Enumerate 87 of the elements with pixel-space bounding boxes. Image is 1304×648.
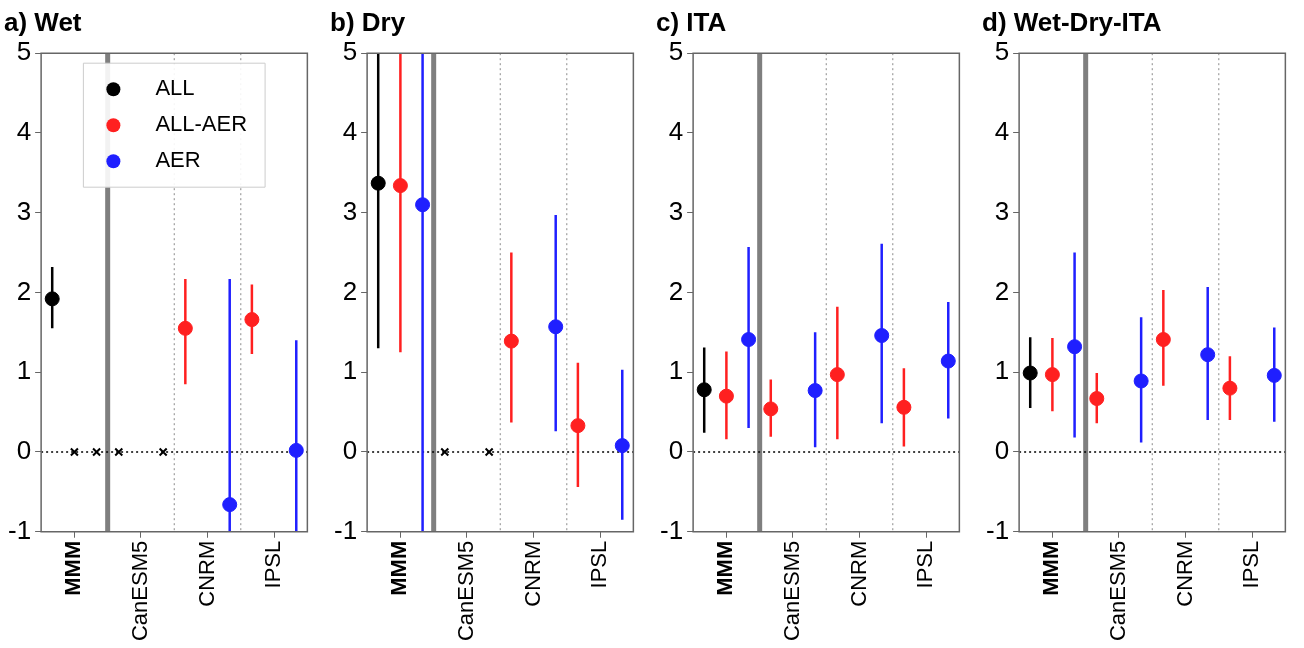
chart-title: c) ITA [656, 6, 727, 37]
y-tick-label: 3 [668, 195, 684, 226]
y-tick-label: 2 [342, 275, 358, 306]
y-tick-label: 1 [342, 355, 358, 386]
point [829, 367, 845, 383]
x-tick-label: IPSL [260, 540, 286, 589]
y-tick-label: 0 [994, 435, 1010, 466]
point [288, 442, 304, 458]
y-tick-label: 4 [668, 116, 684, 147]
y-tick-label: 0 [16, 435, 32, 466]
x-tick-label: IPSL [1238, 540, 1264, 589]
x-tick-label: CanESM5 [1105, 540, 1131, 642]
x-tick-label: MMM [712, 540, 738, 596]
point [392, 178, 408, 194]
point [548, 319, 564, 335]
y-tick-label: 0 [342, 435, 358, 466]
chart-title: a) Wet [4, 6, 82, 37]
point [1222, 380, 1238, 396]
x-tick-label: CNRM [519, 540, 545, 607]
point [44, 291, 60, 307]
point [114, 447, 124, 457]
point [1022, 365, 1038, 381]
point [940, 353, 956, 369]
legend-label: ALL-AER [155, 111, 248, 137]
y-tick-label: 5 [16, 36, 32, 67]
y-tick-label: 4 [994, 116, 1010, 147]
point [1155, 332, 1171, 348]
point [69, 447, 79, 457]
point [896, 399, 912, 415]
x-tick-label: IPSL [586, 540, 612, 589]
point [1089, 391, 1105, 407]
point [1133, 373, 1149, 389]
y-tick-label: 2 [668, 275, 684, 306]
point [763, 401, 779, 417]
x-tick-label: CNRM [845, 540, 871, 607]
point [1044, 367, 1060, 383]
x-tick-label: CanESM5 [779, 540, 805, 642]
point [92, 447, 102, 457]
x-tick-label: CNRM [1171, 540, 1197, 607]
point [484, 447, 494, 457]
x-tick-label: CanESM5 [453, 540, 479, 642]
point [244, 312, 260, 328]
y-tick-label: 2 [994, 275, 1010, 306]
point [614, 438, 630, 454]
y-tick-label: 4 [16, 116, 32, 147]
legend-label: AER [155, 147, 201, 173]
y-tick-label: 3 [994, 195, 1010, 226]
y-tick-label: 3 [342, 195, 358, 226]
x-tick-label: MMM [60, 540, 86, 596]
legend-label: ALL [155, 75, 195, 101]
chart-title: d) Wet-Dry-ITA [982, 6, 1162, 37]
y-tick-label: -1 [7, 514, 32, 545]
x-tick-label: CanESM5 [127, 540, 153, 642]
point [158, 447, 168, 457]
point [1266, 367, 1282, 383]
point [807, 383, 823, 399]
y-tick-label: 5 [668, 36, 684, 67]
y-tick-label: -1 [985, 514, 1010, 545]
point [741, 332, 757, 348]
y-tick-label: 1 [16, 355, 32, 386]
y-tick-label: -1 [659, 514, 684, 545]
point [1067, 339, 1083, 355]
point [415, 197, 431, 213]
y-tick-label: -1 [333, 514, 358, 545]
x-tick-label: CNRM [193, 540, 219, 607]
x-tick-label: IPSL [912, 540, 938, 589]
point [370, 175, 386, 191]
point [177, 320, 193, 336]
point [440, 447, 450, 457]
y-tick-label: 1 [994, 355, 1010, 386]
x-tick-label: MMM [1038, 540, 1064, 596]
point [874, 328, 890, 344]
point [503, 333, 519, 349]
point [222, 497, 238, 513]
y-tick-label: 3 [16, 195, 32, 226]
y-tick-label: 2 [16, 275, 32, 306]
y-tick-label: 1 [668, 355, 684, 386]
point [696, 382, 712, 398]
point [1200, 347, 1216, 363]
y-tick-label: 5 [994, 36, 1010, 67]
y-tick-label: 4 [342, 116, 358, 147]
chart-title: b) Dry [330, 6, 406, 37]
y-tick-label: 0 [668, 435, 684, 466]
x-tick-label: MMM [386, 540, 412, 596]
point [570, 418, 586, 434]
point [718, 388, 734, 404]
y-tick-label: 5 [342, 36, 358, 67]
